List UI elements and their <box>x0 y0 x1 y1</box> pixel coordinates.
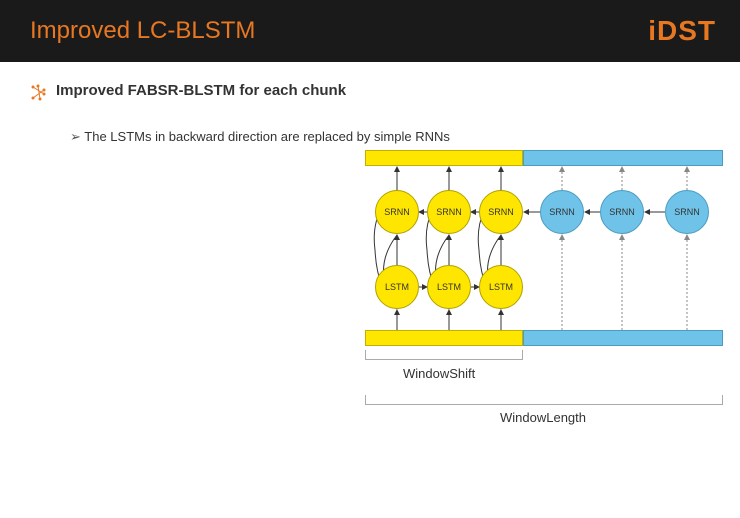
bottom-bar-blue <box>523 330 723 346</box>
srnn-node-blue: SRNN <box>665 190 709 234</box>
windowshift-label: WindowShift <box>403 366 475 381</box>
subtitle-text: Improved FABSR-BLSTM for each chunk <box>56 82 346 99</box>
node-label: LSTM <box>385 282 409 292</box>
windowshift-bracket <box>365 350 523 360</box>
srnn-node: SRNN <box>479 190 523 234</box>
architecture-diagram: SRNN SRNN SRNN LSTM LSTM LSTM SRNN SRNN … <box>365 150 725 440</box>
node-label: SRNN <box>384 207 410 217</box>
node-label: SRNN <box>674 207 700 217</box>
subtitle-row: Improved FABSR-BLSTM for each chunk <box>30 82 710 107</box>
slide-title: Improved LC-BLSTM <box>30 17 255 45</box>
logo: iDST <box>648 15 716 47</box>
srnn-node: SRNN <box>427 190 471 234</box>
node-label: SRNN <box>436 207 462 217</box>
node-label: SRNN <box>488 207 514 217</box>
srnn-node-blue: SRNN <box>540 190 584 234</box>
bottom-bar-yellow <box>365 330 523 346</box>
slide-header: Improved LC-BLSTM iDST <box>0 0 740 62</box>
node-label: LSTM <box>489 282 513 292</box>
node-label: SRNN <box>549 207 575 217</box>
node-label: SRNN <box>609 207 635 217</box>
srnn-node-blue: SRNN <box>600 190 644 234</box>
node-label: LSTM <box>437 282 461 292</box>
windowlength-bracket <box>365 395 723 405</box>
top-bar-yellow <box>365 150 523 166</box>
top-bar-blue <box>523 150 723 166</box>
lstm-node: LSTM <box>479 265 523 309</box>
srnn-node: SRNN <box>375 190 419 234</box>
connectors <box>365 150 725 350</box>
lstm-node: LSTM <box>375 265 419 309</box>
windowlength-label: WindowLength <box>500 410 586 425</box>
lstm-node: LSTM <box>427 265 471 309</box>
network-icon <box>30 84 48 107</box>
bullet-text: The LSTMs in backward direction are repl… <box>70 125 710 150</box>
